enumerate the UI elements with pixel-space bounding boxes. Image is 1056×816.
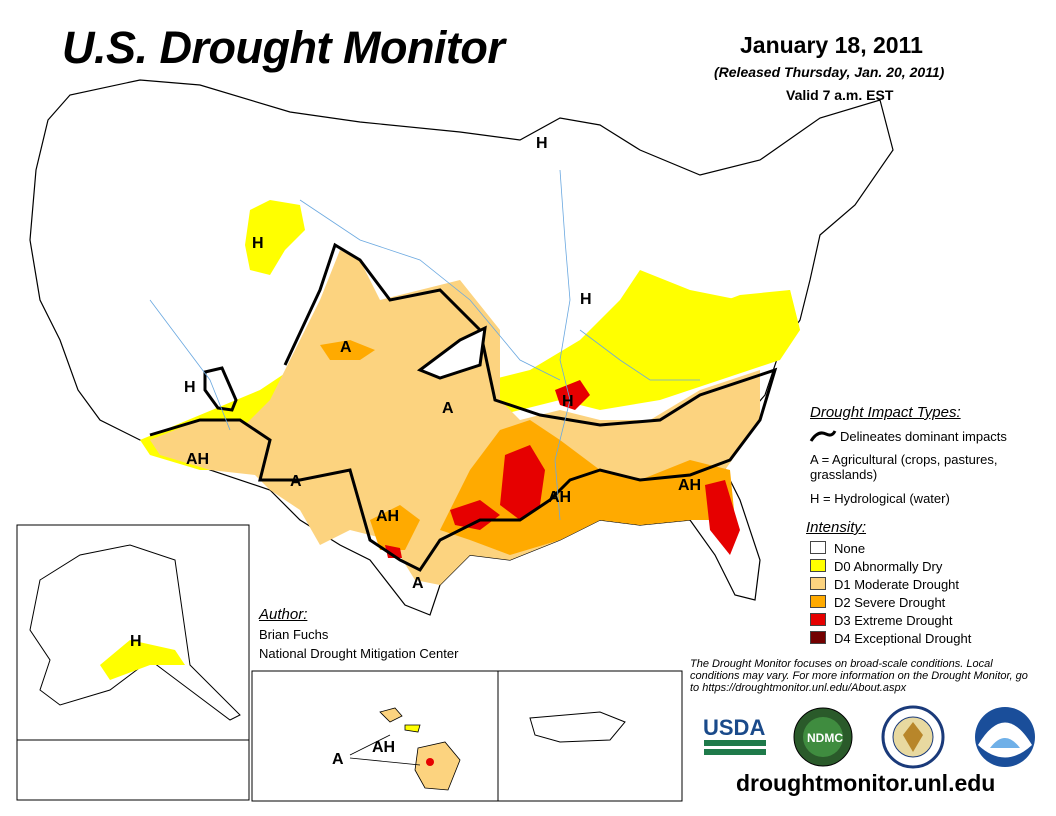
swatch-d4 <box>810 631 826 644</box>
d3-kentucky <box>555 380 590 410</box>
impact-types-heading: Drought Impact Types: <box>810 404 961 421</box>
d3-louisiana <box>500 445 545 520</box>
legend-delineates: Delineates dominant impacts <box>840 429 1007 444</box>
legend-d3: D3 Extreme Drought <box>834 613 953 628</box>
d2-south-texas <box>370 505 420 550</box>
d2-colorado <box>320 340 375 360</box>
rivers <box>149 169 700 521</box>
disclaimer-note: The Drought Monitor focuses on broad-sca… <box>690 658 1028 694</box>
label-ah-georgia: AH <box>678 477 701 494</box>
label-h-kentucky: H <box>562 393 574 410</box>
legend-d0: D0 Abnormally Dry <box>834 559 943 574</box>
swatch-d1 <box>810 577 826 590</box>
label-a-south-texas: A <box>412 575 424 592</box>
legend-d2: D2 Severe Drought <box>834 595 946 610</box>
author-organization: National Drought Mitigation Center <box>259 646 459 661</box>
puerto-rico-outline <box>529 711 626 743</box>
label-ah-mississippi: AH <box>548 489 571 506</box>
swatch-none <box>810 541 826 554</box>
impact-outline-plains <box>149 242 778 572</box>
d0-midatlantic <box>700 290 800 350</box>
svg-text:NDMC: NDMC <box>807 731 843 745</box>
label-a-hawaii: A <box>332 751 344 768</box>
intensity-heading: Intensity: <box>806 519 867 536</box>
website-link[interactable]: droughtmonitor.unl.edu <box>736 770 996 796</box>
d0-wyoming <box>245 200 305 275</box>
usda-logo: USDA <box>703 715 766 755</box>
alaska-d0 <box>100 640 185 680</box>
label-ah-hawaii: AH <box>372 739 395 756</box>
d3-texas <box>450 500 500 530</box>
author-name: Brian Fuchs <box>259 627 329 642</box>
hawaii-big-island <box>414 741 461 791</box>
release-date: (Released Thursday, Jan. 20, 2011) <box>714 64 945 80</box>
svg-text:USDA: USDA <box>703 715 765 740</box>
label-h-illinois: H <box>580 291 592 308</box>
label-h-minnesota: H <box>536 135 548 152</box>
map-title: U.S. Drought Monitor <box>62 22 505 73</box>
d1-southwest <box>150 420 260 475</box>
legend-d1: D1 Moderate Drought <box>834 577 960 592</box>
legend-hydrological: H = Hydrological (water) <box>810 491 950 506</box>
swatch-d3 <box>810 613 826 626</box>
label-a-oklahoma: A <box>442 400 454 417</box>
alaska-outline <box>29 544 241 721</box>
impact-outline-kansas <box>416 325 487 380</box>
swatch-d2 <box>810 595 826 608</box>
legend-d4: D4 Exceptional Drought <box>834 631 972 646</box>
label-h-alaska: H <box>130 633 142 650</box>
impact-outline-utah <box>203 366 238 412</box>
author-heading: Author: <box>259 606 308 623</box>
swatch-d0 <box>810 559 826 572</box>
label-a-newmexico: A <box>290 473 302 490</box>
label-ah-arizona: AH <box>186 451 209 468</box>
hawaii-inset <box>251 670 499 802</box>
ndmc-logo: NDMC <box>793 707 853 767</box>
d3-south-texas <box>385 545 402 558</box>
puerto-rico-inset <box>497 670 683 802</box>
alaska-inset <box>16 524 250 801</box>
map-date: January 18, 2011 <box>740 32 923 58</box>
legend-agricultural: A = Agricultural (crops, pastures, grass… <box>810 452 998 482</box>
delineates-line-icon <box>809 430 837 442</box>
noaa-logo <box>975 707 1035 767</box>
hawaii-d3 <box>426 758 434 766</box>
label-ah-texas: AH <box>376 508 399 525</box>
doc-seal-logo <box>881 705 945 769</box>
label-h-utah: H <box>184 379 196 396</box>
d3-georgia <box>705 480 740 555</box>
valid-time: Valid 7 a.m. EST <box>786 87 894 103</box>
label-a-colorado: A <box>340 339 352 356</box>
label-h-wyoming: H <box>252 235 264 252</box>
legend-none: None <box>834 541 866 556</box>
